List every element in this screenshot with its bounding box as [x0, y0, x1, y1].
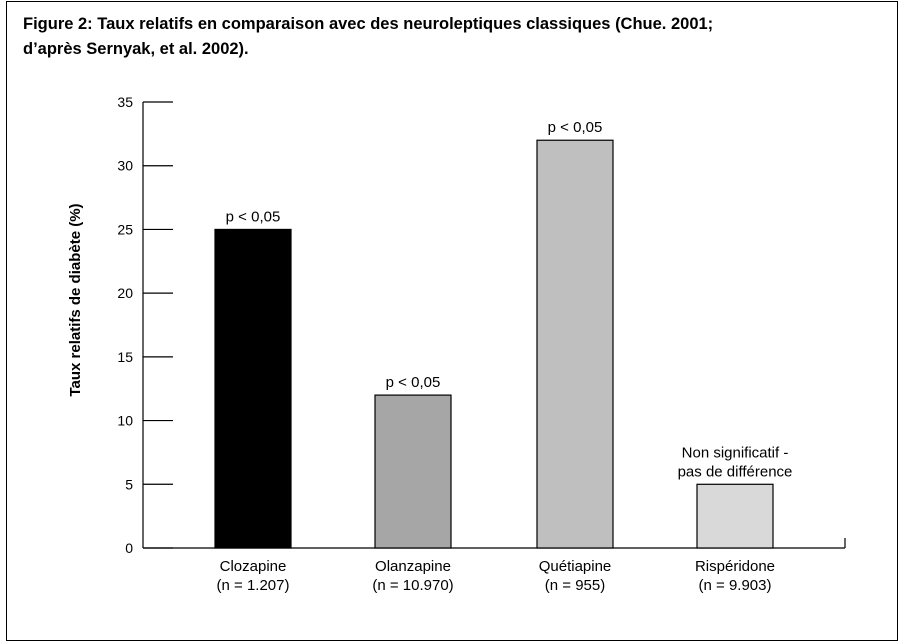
- category-sample-size: (n = 1.207): [217, 577, 290, 594]
- figure-caption: Figure 2: Taux relatifs en comparaison a…: [23, 12, 863, 62]
- category-label: Quétiapine: [539, 558, 612, 575]
- bar-annotation: pas de différence: [678, 463, 793, 480]
- bar-quétiapine: [536, 139, 614, 549]
- y-tick-label: 5: [125, 476, 133, 492]
- category-label: Rispéridone: [695, 558, 775, 575]
- category-sample-size: (n = 9.903): [699, 577, 772, 594]
- y-tick-label: 10: [117, 413, 133, 429]
- bar-olanzapine: [374, 394, 452, 549]
- category-label: Olanzapine: [375, 558, 451, 575]
- bar-rispéridone: [696, 483, 774, 549]
- y-axis-label: Taux relatifs de diabète (%): [67, 203, 84, 396]
- y-tick-label: 30: [117, 158, 133, 174]
- bar-annotation: p < 0,05: [548, 119, 603, 136]
- y-tick-label: 25: [117, 221, 133, 237]
- bar-annotation: p < 0,05: [226, 208, 281, 225]
- y-tick-label: 0: [125, 540, 133, 556]
- category-sample-size: (n = 955): [545, 577, 605, 594]
- y-tick-label: 35: [117, 94, 133, 110]
- category-sample-size: (n = 10.970): [372, 577, 453, 594]
- caption-line-2: d’après Sernyak, et al. 2002).: [23, 40, 249, 58]
- category-label: Clozapine: [220, 558, 287, 575]
- y-tick-label: 20: [117, 285, 133, 301]
- bar-annotation: Non significatif -: [682, 444, 789, 461]
- bar-clozapine: [214, 228, 292, 549]
- y-tick-label: 15: [117, 349, 133, 365]
- caption-line-1: Figure 2: Taux relatifs en comparaison a…: [23, 15, 714, 33]
- bar-annotation: p < 0,05: [386, 374, 441, 391]
